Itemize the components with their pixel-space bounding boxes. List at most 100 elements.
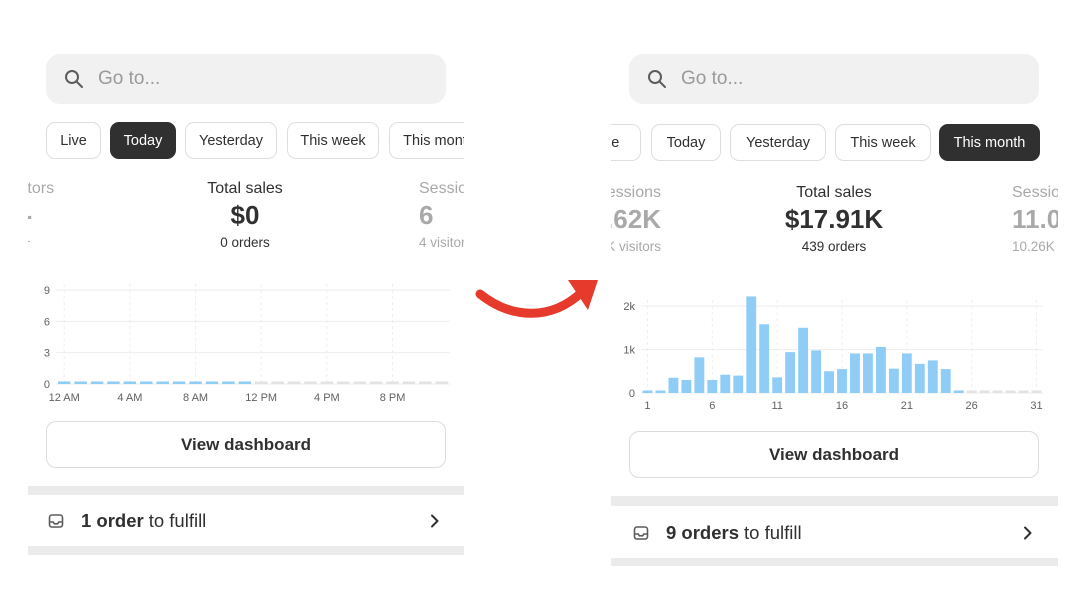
chip-live[interactable]: Live	[46, 122, 101, 159]
search-bar[interactable]: Go to...	[46, 54, 446, 104]
orders-to-fulfill-row[interactable]: 1 order to fulfill	[48, 506, 448, 536]
fulfill-count: 1 order	[81, 510, 144, 531]
chart-bar	[694, 357, 705, 393]
metric-sub: 439 orders	[801, 239, 867, 254]
divider	[611, 558, 1058, 566]
metric-value: $17.91K	[784, 204, 884, 234]
chart-bar	[123, 381, 137, 384]
metric-value: 6	[419, 200, 434, 230]
chart-bar	[940, 369, 951, 393]
x-tick-label: 31	[1030, 400, 1042, 412]
chip-yesterday[interactable]: Yesterday	[185, 122, 277, 159]
chip-this-week[interactable]: This week	[835, 124, 931, 161]
chip-yesterday[interactable]: Yesterday	[730, 124, 826, 161]
fulfill-suffix: to fulfill	[148, 510, 207, 531]
chart-bar	[304, 381, 317, 384]
fulfill-suffix: to fulfill	[744, 522, 802, 543]
metric-label: Visitors	[28, 180, 55, 197]
metric-label: Sessions	[419, 180, 464, 197]
metric-sessions[interactable]: Sessions 6 4 visitors	[419, 180, 464, 250]
chip-this-month[interactable]: This month	[939, 124, 1040, 161]
x-tick-label: 26	[966, 400, 978, 412]
chart-bar	[888, 368, 899, 393]
view-dashboard-button[interactable]: View dashboard	[46, 421, 446, 468]
metric-label: Total sales	[796, 184, 872, 201]
chart-bar	[914, 363, 925, 393]
chart-bar	[837, 369, 847, 393]
right-panel: Go to... Live Today Yesterday This week …	[611, 0, 1058, 600]
chart-bar	[668, 377, 679, 393]
arrow-icon	[475, 280, 598, 318]
chart-bar	[435, 381, 449, 384]
metric-value: 12.62K	[611, 204, 661, 234]
chart-bar	[850, 353, 860, 393]
chart-bar	[1018, 390, 1029, 393]
inbox-icon	[633, 526, 649, 540]
metric-total-sales[interactable]: Total sales $17.91K 439 orders	[754, 184, 914, 254]
metric-sessions-2[interactable]: Sessions 11.0 10.26K	[1012, 184, 1058, 254]
chart-bar	[824, 371, 834, 393]
divider	[28, 546, 464, 555]
chart-bar	[811, 350, 821, 393]
metric-sub: 10.26K	[1012, 239, 1055, 254]
chevron-right-icon	[1024, 526, 1032, 540]
inbox-icon	[48, 514, 64, 528]
metric-sub: -	[28, 233, 108, 248]
chip-today[interactable]: Today	[651, 124, 721, 161]
chart-bar	[979, 390, 990, 393]
chip-this-month[interactable]: This month	[389, 122, 464, 159]
chart-bar	[1005, 390, 1016, 393]
chart-bar	[927, 360, 938, 393]
metric-value: $0	[230, 200, 260, 230]
chart-bar	[655, 390, 666, 393]
chart-bar	[386, 381, 399, 384]
chart-bar	[642, 390, 653, 393]
divider	[611, 496, 1058, 506]
x-tick-label: 8 PM	[380, 392, 406, 404]
chart-bar	[1031, 390, 1042, 393]
chart-bar	[953, 390, 964, 393]
y-tick-label: 0	[629, 388, 635, 400]
chip-live[interactable]: Live	[611, 124, 641, 161]
chart-bar	[90, 381, 104, 384]
x-tick-label: 11	[771, 400, 782, 412]
y-tick-label: 6	[44, 316, 50, 328]
x-tick-label: 12 PM	[245, 392, 277, 404]
chart-bar	[966, 390, 977, 393]
chart-bar	[798, 327, 809, 393]
x-tick-label: 6	[709, 400, 715, 412]
chip-today[interactable]: Today	[110, 122, 176, 159]
chip-this-week[interactable]: This week	[287, 122, 379, 159]
view-dashboard-button[interactable]: View dashboard	[629, 431, 1039, 478]
date-range-chips: Live Today Yesterday This week This mont…	[46, 122, 464, 160]
chart-bar	[863, 353, 873, 393]
chart-bar	[238, 381, 252, 384]
y-tick-label: 2k	[623, 301, 635, 313]
orders-to-fulfill-row[interactable]: 9 orders to fulfill	[633, 518, 1043, 548]
x-tick-label: 16	[836, 400, 848, 412]
fulfill-count: 9 orders	[666, 522, 740, 543]
chart-bar	[681, 379, 692, 393]
chart-bar	[733, 375, 744, 393]
chart-bar	[271, 381, 284, 384]
x-tick-label: 8 AM	[183, 392, 208, 404]
metric-visitors[interactable]: Visitors - -	[28, 180, 108, 248]
metric-total-sales[interactable]: Total sales $0 0 orders	[165, 180, 325, 250]
metric-label: Sessions	[1012, 184, 1058, 201]
search-icon	[648, 70, 666, 88]
chart-bar	[189, 381, 202, 384]
chart-bar	[74, 381, 87, 384]
chart-bar	[369, 381, 383, 384]
chart-bar	[419, 381, 432, 384]
x-tick-label: 21	[901, 400, 913, 412]
metric-label: Total sales	[207, 180, 283, 197]
x-tick-label: 4 AM	[117, 392, 142, 404]
left-panel: Go to... Live Today Yesterday This week …	[28, 0, 464, 600]
sales-chart-today: 0 3 6 9 12 AM 4 AM 8 AM 12 PM 4 PM 8 PM	[44, 284, 450, 404]
search-bar[interactable]: Go to...	[629, 54, 1039, 104]
chart-bar	[337, 381, 350, 384]
y-tick-label: 0	[44, 379, 50, 391]
metric-sessions[interactable]: Sessions 12.62K 10.26K visitors	[611, 184, 661, 254]
x-tick-label: 4 PM	[314, 392, 340, 404]
